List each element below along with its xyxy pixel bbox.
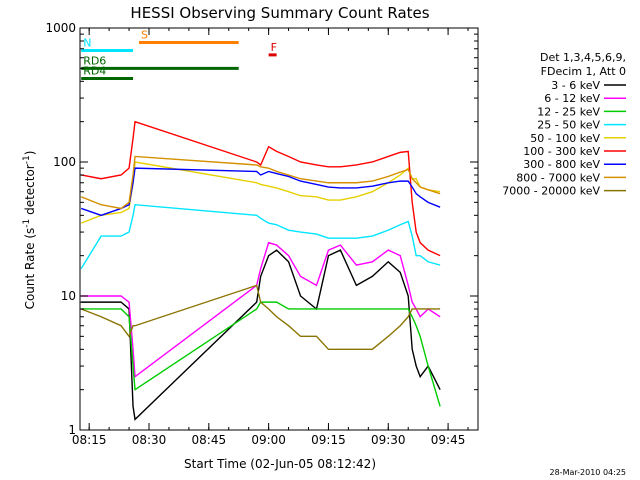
x-tick-label-0: 08:15 bbox=[72, 433, 107, 447]
series-line-7 bbox=[80, 155, 441, 210]
series-line-2 bbox=[81, 301, 441, 407]
x-ticks: 08:15 08:30 08:45 09:00 09:15 09:30 09:45 bbox=[72, 28, 469, 447]
series-lines bbox=[80, 120, 441, 421]
legend-label-4: 50 - 100 keV bbox=[530, 132, 600, 145]
y-axis-label-main: Count Rate (s bbox=[23, 228, 37, 310]
y-axis-label-mid: detector bbox=[23, 164, 37, 219]
timestamp: 28-Mar-2010 04:25 bbox=[550, 468, 627, 477]
y-axis-label-sup-2: -1 bbox=[22, 155, 32, 164]
y-axis-label: Count Rate (s-1 detector-1) bbox=[22, 151, 37, 310]
legend-label-1: 6 - 12 keV bbox=[544, 92, 600, 105]
legend-label-3: 25 - 50 keV bbox=[537, 119, 600, 132]
x-tick-label-2: 08:45 bbox=[192, 433, 227, 447]
y-axis-label-sup-1: -1 bbox=[22, 219, 32, 228]
y-tick-label-0: 1 bbox=[68, 423, 76, 437]
y-tick-label-3: 1000 bbox=[45, 21, 76, 35]
chart-title: HESSI Observing Summary Count Rates bbox=[130, 4, 429, 22]
state-bar-label-4: F bbox=[271, 41, 277, 54]
x-tick-label-6: 09:45 bbox=[431, 433, 466, 447]
x-tick-label-5: 09:30 bbox=[371, 433, 406, 447]
x-tick-label-1: 08:30 bbox=[132, 433, 167, 447]
x-axis-label: Start Time (02-Jun-05 08:12:42) bbox=[184, 457, 376, 471]
legend-label-7: 800 - 7000 keV bbox=[516, 171, 600, 184]
legend-label-5: 100 - 300 keV bbox=[523, 145, 600, 158]
y-axis-label-end: ) bbox=[23, 151, 37, 156]
series-line-1 bbox=[81, 241, 441, 379]
legend-label-2: 12 - 25 keV bbox=[537, 105, 600, 118]
series-line-5 bbox=[81, 120, 441, 257]
state-bar-label-3: RD4 bbox=[83, 64, 106, 77]
series-line-8 bbox=[80, 284, 441, 351]
plot-frame bbox=[79, 27, 479, 431]
legend-label-8: 7000 - 20000 keV bbox=[502, 185, 600, 198]
state-bar-label-2: RD6 bbox=[83, 54, 106, 67]
state-bar-label-0: S bbox=[141, 28, 148, 41]
state-bar-label-1: N bbox=[83, 36, 91, 49]
legend: Det 1,3,4,5,6,9, FDecim 1, Att 0 3 - 6 k… bbox=[502, 51, 626, 198]
legend-label-6: 300 - 800 keV bbox=[523, 158, 600, 171]
legend-title-line-1: Det 1,3,4,5,6,9, bbox=[540, 51, 626, 64]
series-line-6 bbox=[80, 167, 441, 217]
y-tick-label-2: 100 bbox=[53, 155, 76, 169]
series-line-0 bbox=[81, 249, 441, 421]
series-line-3 bbox=[80, 203, 441, 270]
legend-title-line-2: FDecim 1, Att 0 bbox=[541, 65, 626, 78]
y-tick-label-1: 10 bbox=[61, 289, 76, 303]
y-ticks: 1 10 100 1000 bbox=[45, 21, 478, 437]
legend-label-0: 3 - 6 keV bbox=[551, 79, 600, 92]
x-tick-label-3: 09:00 bbox=[251, 433, 286, 447]
x-tick-label-4: 09:15 bbox=[311, 433, 346, 447]
